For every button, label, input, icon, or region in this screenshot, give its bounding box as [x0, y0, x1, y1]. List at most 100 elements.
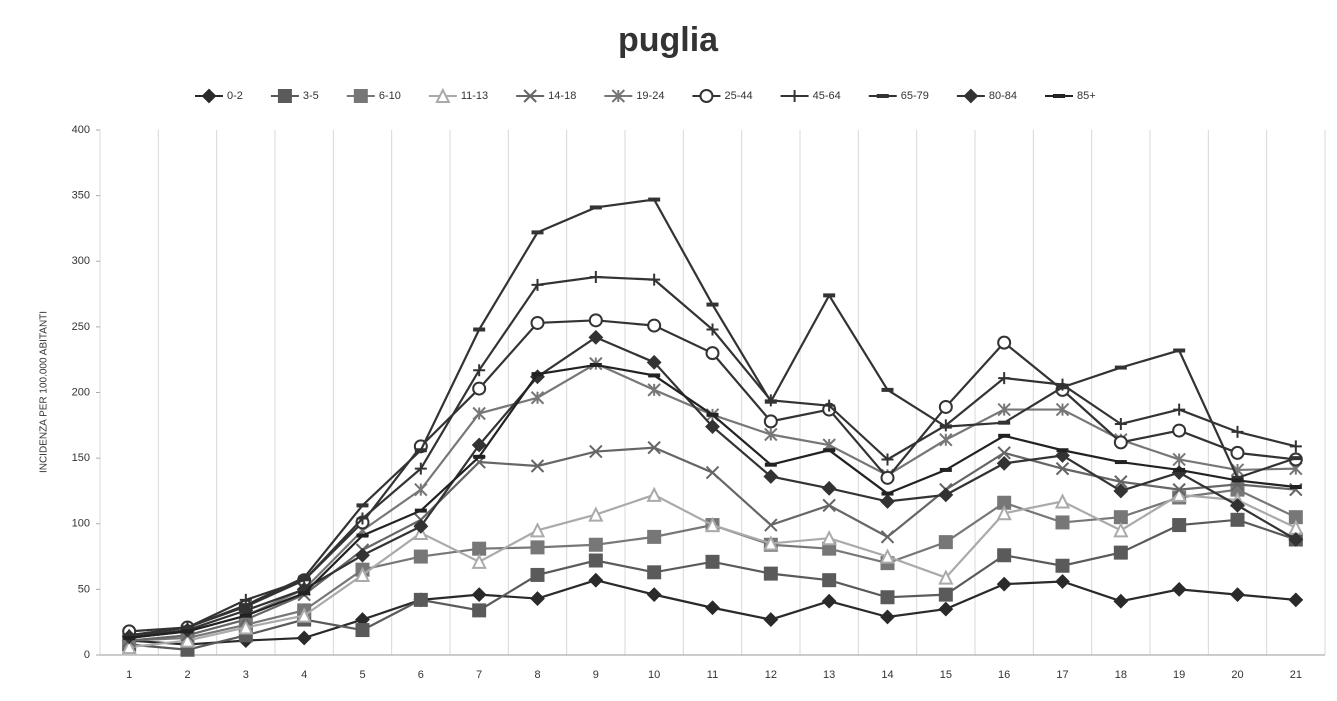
marker: [996, 455, 1012, 471]
marker: [997, 548, 1012, 563]
marker: [821, 529, 837, 546]
marker: [1113, 510, 1128, 525]
x-tick-label: 11: [707, 669, 718, 681]
marker: [764, 518, 778, 532]
marker: [471, 437, 487, 453]
marker: [706, 323, 719, 336]
marker: [881, 453, 894, 466]
x-tick-label: 3: [243, 669, 249, 681]
marker: [938, 601, 954, 617]
marker: [880, 609, 895, 625]
y-tick-label: 350: [72, 190, 90, 202]
marker: [997, 446, 1011, 460]
x-tick-label: 4: [301, 669, 307, 681]
marker: [121, 638, 137, 655]
marker: [1171, 581, 1187, 597]
x-tick-label: 14: [881, 669, 893, 681]
marker: [296, 630, 312, 646]
marker: [705, 600, 720, 616]
marker: [588, 553, 603, 568]
marker: [1172, 482, 1186, 497]
x-tick-label: 6: [418, 669, 424, 681]
marker: [473, 364, 486, 377]
y-tick-label: 400: [72, 124, 90, 136]
marker: [763, 414, 778, 429]
x-tick-label: 2: [184, 669, 190, 681]
marker: [472, 603, 487, 618]
marker: [355, 623, 370, 638]
marker: [471, 553, 487, 569]
marker: [880, 530, 895, 544]
y-tick-label: 200: [72, 386, 90, 398]
legend-label: 3-5: [303, 90, 319, 102]
x-tick-label: 19: [1173, 669, 1185, 681]
marker: [355, 547, 370, 563]
marker: [1055, 574, 1070, 589]
marker: [530, 315, 545, 330]
marker: [1055, 558, 1070, 573]
marker: [821, 593, 837, 609]
marker: [1230, 512, 1245, 527]
legend-label: 85+: [1077, 90, 1096, 102]
legend-label: 14-18: [548, 90, 576, 102]
marker: [1172, 518, 1187, 533]
x-tick-label: 8: [534, 669, 540, 681]
marker: [356, 512, 369, 525]
y-tick-label: 250: [72, 321, 90, 333]
marker: [648, 273, 661, 286]
x-tick-label: 12: [765, 669, 777, 681]
marker: [998, 372, 1011, 385]
marker: [523, 89, 537, 103]
y-tick-label: 100: [72, 518, 90, 530]
marker: [472, 541, 487, 556]
legend-label: 80-84: [989, 90, 1017, 102]
marker: [1230, 463, 1245, 477]
marker: [588, 506, 604, 522]
marker: [997, 335, 1012, 350]
marker: [938, 487, 954, 503]
marker: [646, 587, 662, 603]
marker: [413, 518, 429, 534]
x-tick-label: 16: [998, 669, 1010, 681]
marker: [354, 566, 371, 582]
marker: [531, 278, 544, 291]
marker: [1113, 593, 1129, 609]
y-tick-label: 300: [72, 255, 90, 267]
marker: [238, 619, 254, 635]
marker: [1054, 493, 1071, 509]
marker: [938, 535, 953, 550]
x-tick-label: 15: [940, 669, 952, 681]
marker: [435, 87, 451, 103]
marker: [763, 612, 779, 627]
marker: [647, 565, 662, 580]
marker: [201, 88, 217, 104]
marker: [763, 535, 779, 551]
marker: [880, 590, 895, 605]
marker: [821, 480, 837, 496]
x-tick-label: 7: [476, 669, 482, 681]
marker: [705, 346, 720, 361]
x-tick-label: 1: [126, 669, 132, 681]
marker: [529, 522, 546, 538]
marker: [1289, 440, 1302, 453]
marker: [1230, 497, 1245, 513]
marker: [879, 548, 896, 564]
marker: [413, 592, 428, 607]
legend-label: 65-79: [901, 90, 929, 102]
marker: [647, 440, 661, 455]
marker: [471, 587, 487, 603]
marker: [588, 329, 604, 345]
marker: [1114, 475, 1128, 489]
marker: [414, 462, 427, 475]
y-tick-label: 0: [84, 649, 90, 661]
x-tick-label: 18: [1115, 669, 1127, 681]
marker: [880, 494, 895, 509]
marker: [1288, 592, 1304, 608]
marker: [1231, 425, 1244, 438]
x-tick-label: 5: [359, 669, 365, 681]
marker: [588, 572, 604, 588]
marker: [763, 469, 779, 484]
marker: [822, 573, 837, 588]
marker: [647, 318, 662, 333]
x-tick-label: 10: [648, 669, 660, 681]
